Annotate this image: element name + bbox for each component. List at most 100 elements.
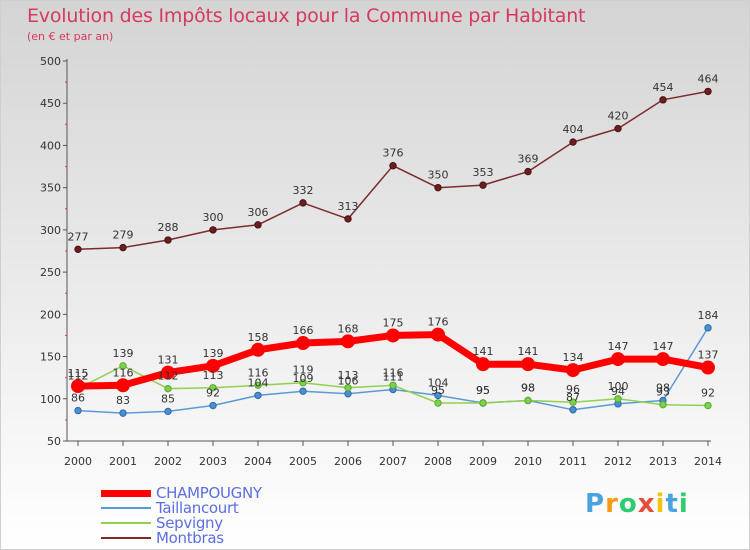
data-point-taillancourt <box>569 406 577 414</box>
data-label-montbras: 313 <box>338 200 359 213</box>
legend-swatch <box>101 489 151 497</box>
data-label-taillancourt: 85 <box>161 392 175 405</box>
data-label-montbras: 376 <box>383 147 404 160</box>
data-label-montbras: 369 <box>518 153 539 166</box>
data-point-montbras <box>119 243 127 252</box>
data-point-sepvigny <box>704 401 712 410</box>
data-point-taillancourt <box>209 401 217 410</box>
data-label-taillancourt: 86 <box>71 392 85 405</box>
data-point-sepvigny <box>524 396 532 405</box>
data-point-champougny <box>296 336 310 351</box>
data-label-champougny: 115 <box>68 367 89 380</box>
legend-item: Taillancourt <box>101 499 321 517</box>
data-point-sepvigny <box>164 384 172 393</box>
data-label-sepvigny: 92 <box>701 387 715 400</box>
data-labels-layer: 277 279 288 300 306 332 313 376 350 353 369 404 420 4… <box>68 72 719 407</box>
data-label-sepvigny: 95 <box>431 384 445 397</box>
x-tick-label: 2001 <box>109 455 137 468</box>
x-tick-label: 2011 <box>559 455 587 468</box>
data-label-champougny: 131 <box>158 354 179 367</box>
data-label-montbras: 306 <box>248 206 269 219</box>
data-point-montbras <box>344 215 352 223</box>
data-label-taillancourt: 92 <box>206 387 220 400</box>
data-point-taillancourt <box>254 391 262 400</box>
data-point-champougny <box>341 334 355 349</box>
data-point-sepvigny <box>299 379 307 387</box>
data-point-montbras <box>659 96 667 104</box>
data-label-champougny: 141 <box>518 345 539 358</box>
x-tick-label: 2008 <box>424 455 452 468</box>
data-label-taillancourt: 94 <box>611 385 625 398</box>
legend-label: CHAMPOUGNY <box>156 484 262 502</box>
data-label-taillancourt: 104 <box>428 376 449 389</box>
legend-swatch <box>101 522 151 524</box>
data-point-sepvigny <box>254 381 262 389</box>
data-label-montbras: 300 <box>203 211 224 224</box>
data-point-sepvigny <box>479 399 487 407</box>
data-point-sepvigny <box>614 395 622 403</box>
data-point-sepvigny <box>434 399 442 407</box>
data-label-taillancourt: 95 <box>476 384 490 397</box>
data-point-montbras <box>389 162 397 170</box>
data-label-sepvigny: 95 <box>476 384 490 397</box>
x-tick-label: 2013 <box>649 455 677 468</box>
y-tick-label: 400 <box>40 139 61 152</box>
x-tick-label: 2004 <box>244 455 272 468</box>
data-label-montbras: 454 <box>653 81 674 94</box>
data-label-sepvigny: 139 <box>113 347 134 360</box>
y-tick-label: 100 <box>40 393 61 406</box>
data-label-taillancourt: 104 <box>248 376 269 389</box>
data-point-sepvigny <box>659 400 667 409</box>
data-label-champougny: 134 <box>563 351 584 364</box>
data-label-montbras: 353 <box>473 166 494 179</box>
y-tick-label: 300 <box>40 224 61 237</box>
data-point-taillancourt <box>74 406 82 415</box>
x-tick-label: 2003 <box>199 455 227 468</box>
data-point-champougny <box>521 357 535 372</box>
data-label-taillancourt: 83 <box>116 394 130 407</box>
data-point-montbras <box>299 199 307 207</box>
data-label-sepvigny: 100 <box>608 380 629 393</box>
data-point-champougny <box>71 379 85 394</box>
proxiti-logo: Proxiti <box>585 489 689 519</box>
y-tick-label: 50 <box>47 435 61 448</box>
data-label-taillancourt: 98 <box>656 381 670 394</box>
data-label-champougny: 158 <box>248 331 269 344</box>
data-point-taillancourt <box>299 387 307 395</box>
x-tick-label: 2007 <box>379 455 407 468</box>
chart-title: Evolution des Impôts locaux pour la Comm… <box>27 5 586 27</box>
y-tick-label: 200 <box>40 308 61 321</box>
chart-subtitle: (en € et par an) <box>27 30 114 43</box>
series-layer <box>71 87 715 417</box>
x-tick-label: 2000 <box>64 455 92 468</box>
chart-axes: 50 100 150 200 250 300 350 400 450 500 2000 2001 200… <box>40 55 722 468</box>
x-tick-label: 2005 <box>289 455 317 468</box>
data-label-montbras: 404 <box>563 123 584 136</box>
data-point-montbras <box>614 124 622 133</box>
data-point-montbras <box>254 221 262 229</box>
y-tick-label: 450 <box>40 97 61 110</box>
data-point-sepvigny <box>119 362 127 370</box>
data-point-champougny <box>476 357 490 372</box>
data-label-champougny: 141 <box>473 345 494 358</box>
data-label-champougny: 166 <box>293 324 314 337</box>
logo-letter: r <box>605 489 619 519</box>
data-label-sepvigny: 113 <box>338 369 359 382</box>
data-label-champougny: 175 <box>383 316 404 329</box>
data-point-champougny <box>161 365 175 380</box>
x-tick-label: 2006 <box>334 455 362 468</box>
data-label-sepvigny: 119 <box>293 364 314 377</box>
data-point-taillancourt <box>119 409 127 417</box>
data-label-montbras: 350 <box>428 169 449 182</box>
data-label-sepvigny: 93 <box>656 386 670 399</box>
data-point-champougny <box>566 363 580 378</box>
data-point-taillancourt <box>164 407 172 416</box>
data-point-champougny <box>701 360 715 375</box>
data-label-sepvigny: 112 <box>68 370 89 383</box>
data-label-taillancourt: 98 <box>521 381 535 394</box>
data-point-sepvigny <box>389 381 397 389</box>
data-label-taillancourt: 184 <box>698 309 719 322</box>
data-point-montbras <box>164 236 172 244</box>
data-label-champougny: 137 <box>698 349 719 362</box>
